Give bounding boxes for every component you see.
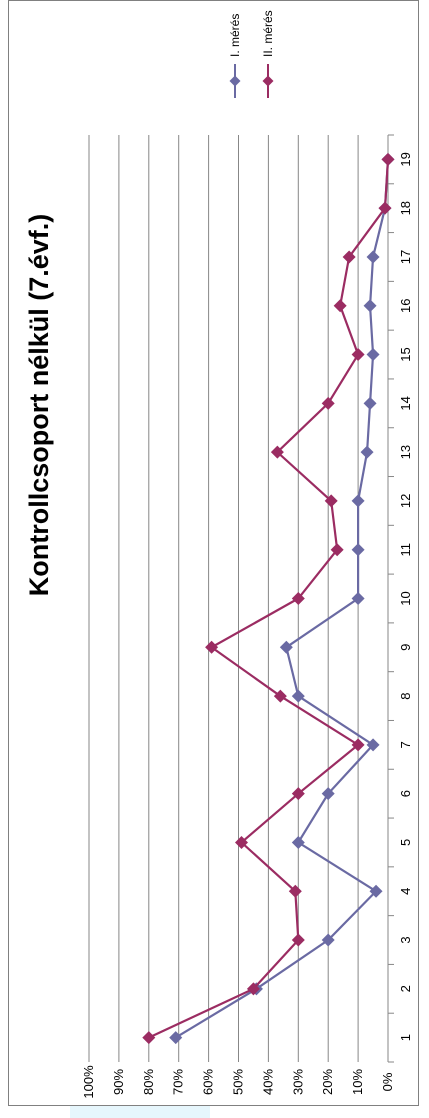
legend-marker: [262, 75, 274, 87]
y-tick-labels: 0% 10% 20% 30% 40% 50% 60% 70% 80% 90% 100%: [81, 1065, 395, 1099]
y-tick-label: 20%: [320, 1069, 335, 1095]
x-tick-label: 6: [398, 790, 413, 797]
series-2: [142, 152, 395, 1045]
x-tick-label: 4: [398, 888, 413, 895]
x-tick-label: 2: [398, 985, 413, 992]
data-point: [321, 787, 335, 801]
data-point: [142, 1031, 156, 1045]
y-tick-label: 100%: [81, 1065, 96, 1099]
data-point: [291, 835, 305, 849]
series: [142, 152, 395, 1045]
x-tick-label: 3: [398, 936, 413, 943]
data-point: [378, 201, 392, 215]
data-point: [324, 494, 338, 508]
x-tick-label: 15: [398, 347, 413, 361]
selection-band: [70, 1106, 210, 1118]
x-tick-label: 17: [398, 250, 413, 264]
data-point: [291, 689, 305, 703]
y-tick-label: 30%: [290, 1069, 305, 1095]
data-point: [270, 445, 284, 459]
x-tick-label: 13: [398, 445, 413, 459]
x-tick-label: 7: [398, 741, 413, 748]
y-tick-label: 40%: [260, 1069, 275, 1095]
data-point: [321, 396, 335, 410]
data-point: [366, 738, 380, 752]
legend-label: II. mérés: [261, 10, 275, 57]
data-point: [291, 933, 305, 947]
legend: I. mérés II. mérés: [228, 10, 275, 98]
data-point: [369, 884, 383, 898]
data-point: [366, 250, 380, 264]
y-tick-label: 50%: [231, 1069, 246, 1095]
x-tick-label: 16: [398, 299, 413, 313]
gridlines: [88, 135, 359, 1062]
data-point: [291, 787, 305, 801]
data-point: [330, 543, 344, 557]
data-point: [351, 494, 365, 508]
data-point: [351, 543, 365, 557]
data-point: [360, 445, 374, 459]
x-tick-label: 9: [398, 644, 413, 651]
data-point: [321, 933, 335, 947]
y-tick-label: 0%: [380, 1072, 395, 1091]
data-point: [333, 299, 347, 313]
legend-item-2: II. mérés: [261, 10, 275, 98]
x-tick-label: 18: [398, 201, 413, 215]
axes: [387, 134, 394, 1063]
data-point: [234, 835, 248, 849]
x-tick-label: 14: [398, 396, 413, 410]
x-tick-label: 10: [398, 591, 413, 605]
data-point: [366, 348, 380, 362]
data-point: [351, 348, 365, 362]
x-tick-label: 8: [398, 692, 413, 699]
data-point: [246, 982, 260, 996]
data-point: [342, 250, 356, 264]
series-1: [169, 152, 395, 1045]
legend-item-1: I. mérés: [228, 14, 242, 98]
y-tick-label: 90%: [111, 1069, 126, 1095]
y-tick-label: 60%: [201, 1069, 216, 1095]
y-tick-label: 10%: [350, 1069, 365, 1095]
chart-frame: [8, 0, 419, 1106]
y-tick-label: 70%: [171, 1069, 186, 1095]
legend-marker: [229, 75, 241, 87]
x-tick-label: 12: [398, 494, 413, 508]
data-point: [279, 640, 293, 654]
data-point: [381, 152, 395, 166]
x-tick-label: 1: [398, 1034, 413, 1041]
data-point: [351, 738, 365, 752]
legend-label: I. mérés: [228, 14, 242, 57]
data-point: [273, 689, 287, 703]
data-point: [205, 640, 219, 654]
chart-title: Kontrollcsoport nélkül (7.évf.): [24, 214, 54, 597]
data-point: [363, 299, 377, 313]
data-point: [291, 592, 305, 605]
data-point: [169, 1031, 183, 1045]
data-point: [288, 884, 302, 898]
data-point: [363, 396, 377, 410]
data-point: [351, 592, 365, 605]
x-tick-label: 11: [398, 543, 413, 557]
x-tick-label: 19: [398, 152, 413, 166]
x-tick-label: 5: [398, 839, 413, 846]
y-tick-label: 80%: [141, 1069, 156, 1095]
